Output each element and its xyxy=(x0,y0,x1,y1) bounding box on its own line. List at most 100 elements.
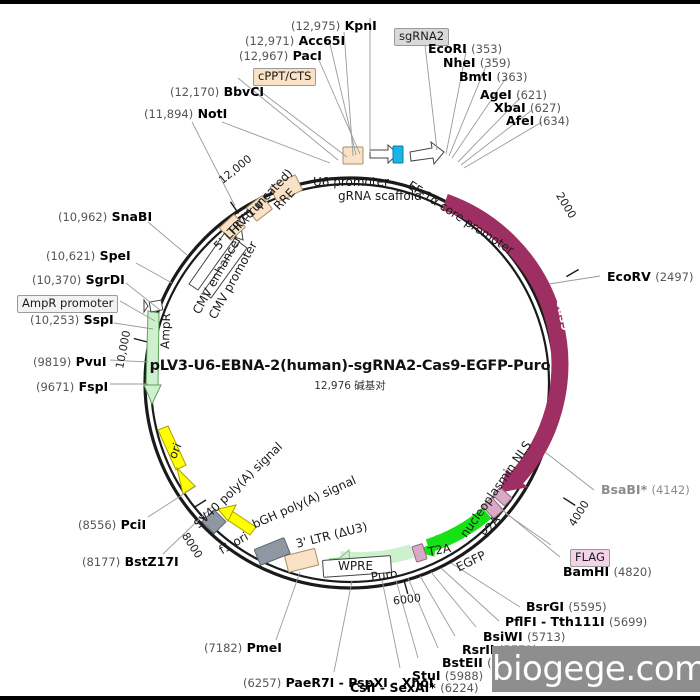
enzyme-label-snabi: (10,962) SnaBI xyxy=(58,210,152,224)
feature-box-wpre xyxy=(322,555,392,578)
badge-sgrna2: sgRNA2 xyxy=(394,28,450,46)
feature-box-hiv1-psi xyxy=(246,195,273,222)
enzyme-pos-bmti: (363) xyxy=(496,70,528,84)
enzyme-pos-ecorv: (2497) xyxy=(655,270,694,284)
enzyme-name-sspi: SspI xyxy=(83,312,114,327)
badge-cppt-cts: cPPT/CTS xyxy=(253,68,317,86)
enzyme-name-noti: NotI xyxy=(197,106,228,121)
feature-box-5ltr xyxy=(219,214,246,241)
enzyme-pos-ecori: (353) xyxy=(471,42,503,56)
enzyme-pos-bsabi: (4142) xyxy=(651,483,690,497)
enzyme-name-bamhi: BamHI xyxy=(563,564,610,579)
enzyme-label-kpni: (12,975) KpnI xyxy=(291,18,377,33)
feature-box-rre xyxy=(269,174,303,203)
enzyme-name-agei: AgeI xyxy=(480,87,512,102)
enzyme-pos-agei: (621) xyxy=(516,88,548,102)
enzyme-label-bmti: BmtI (363) xyxy=(459,69,528,84)
enzyme-label-ecorv: EcoRV (2497) xyxy=(607,269,694,284)
enzyme-label-pcii: (8556) PciI xyxy=(78,518,146,532)
enzyme-name-stui: StuI xyxy=(412,668,441,683)
enzyme-pos-pvui: (9819) xyxy=(33,355,72,369)
enzyme-label-bstz17i: (8177) BstZ17I xyxy=(82,555,179,569)
enzyme-name-paci: PacI xyxy=(292,48,322,63)
enzyme-label-paci: (12,967) PacI xyxy=(239,48,322,63)
enzyme-name-bbvci: BbvCI xyxy=(223,84,265,99)
enzyme-name-sgrdi: SgrDI xyxy=(85,272,125,287)
feature-label-u6-promoter: U6 promoter xyxy=(313,175,389,189)
enzyme-pos-bstz17i: (8177) xyxy=(82,555,121,569)
bottom-border-bar xyxy=(0,696,700,700)
enzyme-name-bsrgi: BsrGI xyxy=(526,599,565,614)
enzyme-label-bsabi: BsaBI* (4142) xyxy=(601,482,690,497)
enzyme-label-nhei: NheI (359) xyxy=(443,56,511,70)
enzyme-pos-bamhi: (4820) xyxy=(613,565,652,579)
feature-label-puro: Puro xyxy=(370,566,399,584)
feature-arrow-cmv-enhancer xyxy=(188,230,236,291)
feature-diamond-sv40-polya xyxy=(201,508,227,535)
enzyme-name-rsrii: RsrII xyxy=(462,642,495,657)
top-border-bar xyxy=(0,0,700,4)
plasmid-size-label: 12,976 碱基对 xyxy=(314,380,386,392)
feature-arrow-ef1a-core-promoter xyxy=(409,140,445,166)
enzyme-label-afei: AfeI (634) xyxy=(506,113,570,128)
enzyme-pos-acc65i: (12,971) xyxy=(245,34,295,48)
enzyme-label-noti: (11,894) NotI xyxy=(144,106,228,121)
feature-label-t2a: T2A xyxy=(426,541,453,559)
feature-arrowhead-ampr-promoter xyxy=(143,298,149,314)
feature-box-p2a xyxy=(482,497,504,519)
enzyme-pos-xbai: (627) xyxy=(530,101,561,115)
enzyme-label-stui: StuI (5988) xyxy=(412,668,483,683)
enzyme-label-bsrgi: BsrGI (5595) xyxy=(526,599,607,614)
feature-arrow-ori xyxy=(157,425,187,471)
enzyme-name-bstell: BstEII xyxy=(442,655,483,670)
enzyme-label-csii-sexai: CsiI - SexAI* (6224) xyxy=(350,680,479,695)
enzyme-pos-pflfi-tth111i: (5699) xyxy=(609,615,648,629)
enzyme-label-bsiwi: BsiWI (5713) xyxy=(483,629,566,644)
enzyme-name-spei: SpeI xyxy=(99,248,131,263)
enzyme-name-kpni: KpnI xyxy=(344,18,377,33)
feature-arrowhead-f1-ori xyxy=(217,504,237,522)
enzyme-label-acc65i: (12,971) Acc65I xyxy=(245,33,346,48)
enzyme-label-spei: (10,621) SpeI xyxy=(46,248,131,263)
enzyme-name-csii-sexai: CsiI - SexAI* xyxy=(350,680,436,695)
enzyme-name-acc65i: Acc65I xyxy=(298,33,346,48)
enzyme-label-xbai: XbaI (627) xyxy=(494,100,561,115)
enzyme-label-paer7i-pspxi-xhoi: (6257) PaeR7I - PspXI - XhoI xyxy=(243,675,434,690)
feature-arrow-ampr xyxy=(145,310,160,388)
enzyme-name-paer7i-pspxi-xhoi: PaeR7I - PspXI - XhoI xyxy=(285,675,434,690)
enzyme-pos-bsiwi: (5713) xyxy=(527,630,566,644)
enzyme-name-ecorv: EcoRV xyxy=(607,269,651,284)
feature-label-wpre: WPRE xyxy=(338,559,374,573)
feature-arc-cas9 xyxy=(442,193,569,485)
enzyme-label-pflfi-tth111i: PflFI - Tth111I (5699) xyxy=(505,615,648,629)
enzyme-pos-pcii: (8556) xyxy=(78,518,117,532)
enzyme-label-pvui: (9819) PvuI xyxy=(33,354,107,369)
enzyme-pos-fspi: (9671) xyxy=(36,380,75,394)
feature-box-3ltr xyxy=(284,548,319,573)
enzyme-pos-bsrgi: (5595) xyxy=(568,600,607,614)
tick-marks xyxy=(133,201,579,595)
badge-ampr-promoter: AmpR promoter xyxy=(17,295,119,313)
enzyme-name-pvui: PvuI xyxy=(75,354,107,369)
enzyme-name-xbai: XbaI xyxy=(494,100,526,115)
enzyme-pos-nhei: (359) xyxy=(479,56,511,70)
watermark: biogege.com xyxy=(492,646,700,692)
enzyme-label-bamhi: BamHI (4820) xyxy=(563,564,652,579)
feature-arrow-ampr-promoter xyxy=(148,299,164,313)
enzyme-name-afei: AfeI xyxy=(506,113,535,128)
feature-arrowhead-ori xyxy=(176,466,196,495)
enzyme-name-bmti: BmtI xyxy=(459,69,493,84)
enzyme-name-bsiwi: BsiWI xyxy=(483,629,523,644)
enzyme-pos-snabi: (10,962) xyxy=(58,210,108,224)
enzyme-name-bsabi: BsaBI* xyxy=(601,482,648,497)
enzyme-pos-csii-sexai: (6224) xyxy=(440,681,479,695)
enzyme-name-fspi: FspI xyxy=(78,379,109,394)
enzyme-name-pmei: PmeI xyxy=(246,640,282,655)
enzyme-pos-afei: (634) xyxy=(538,114,570,128)
feature-box-nucleoplasmin-nls xyxy=(492,487,513,507)
enzyme-label-ecori: EcoRI (353) xyxy=(428,42,503,56)
enzyme-label-sspi: (10,253) SspI xyxy=(30,312,114,327)
tick-label-6000: 6000 xyxy=(392,591,422,608)
enzyme-pos-pmei: (7182) xyxy=(204,641,243,655)
